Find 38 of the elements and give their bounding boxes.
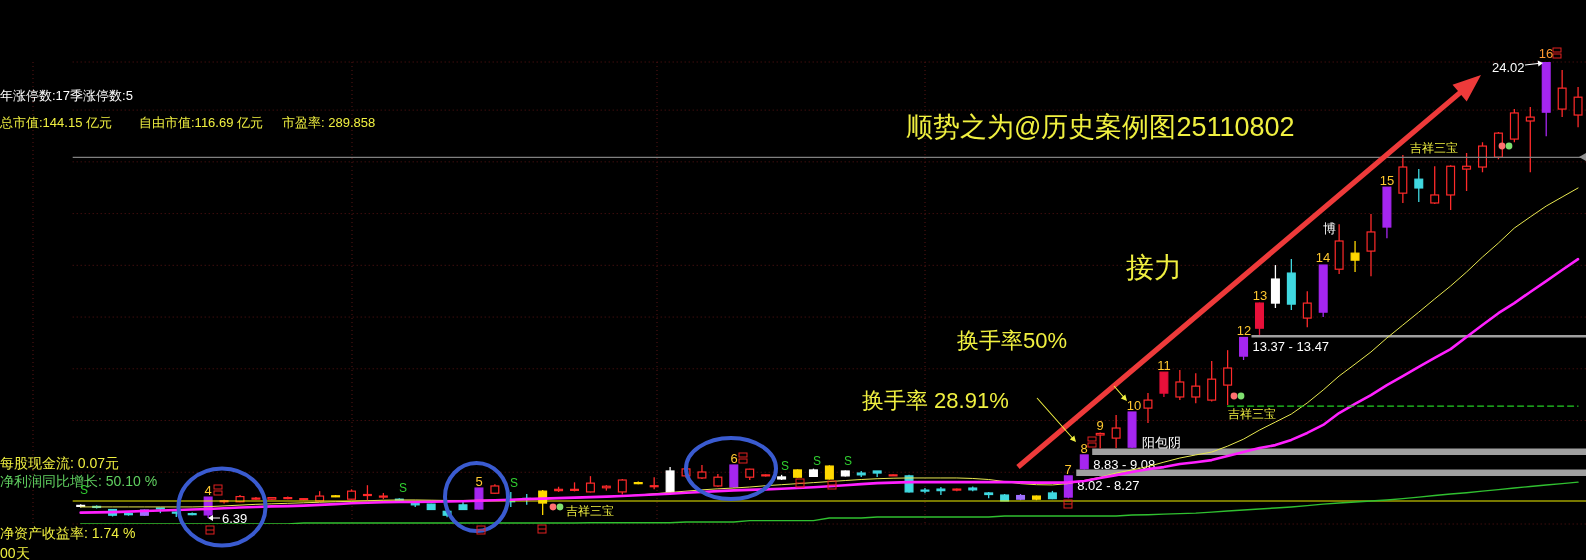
- text: 16: [1538, 45, 1554, 61]
- annotation: 吉祥三宝: [1410, 141, 1458, 155]
- annotation: 年涨停数:17季涨停数:5: [0, 87, 133, 103]
- annotation: 每股现金流: 0.07元: [0, 455, 120, 471]
- annotation: 自由市值:116.69 亿元: [139, 114, 264, 130]
- text: 净资产收益率: 1.74 %: [0, 525, 136, 541]
- annotation: 14: [1315, 249, 1331, 265]
- annotation: S: [812, 454, 822, 468]
- annotation: 阳包阴: [1142, 434, 1181, 450]
- annotation: 24.02: [1492, 59, 1525, 75]
- annotation: 12: [1236, 322, 1252, 338]
- annotation: 总市值:144.15 亿元: [0, 114, 112, 130]
- annotation: 4: [204, 482, 212, 498]
- annotation: 9: [1096, 417, 1104, 433]
- annotation: 7: [1064, 461, 1072, 477]
- text: 顺势之为@历史案例图25110802: [906, 111, 1295, 142]
- annotation: S: [509, 476, 519, 490]
- annotation: 吉祥三宝: [566, 504, 614, 518]
- annotation: 10: [1126, 397, 1142, 413]
- annotation: S: [843, 454, 853, 468]
- annotation: 8: [1080, 440, 1088, 456]
- annotation: 换手率 28.91%: [862, 388, 1009, 413]
- annotation: 15: [1379, 172, 1395, 188]
- annotation: 市盈率: 289.858: [282, 114, 376, 130]
- annotation: 博: [1323, 220, 1336, 236]
- band-label: 8.02 - 8.27: [1077, 477, 1140, 493]
- annotation: 11: [1157, 357, 1171, 373]
- annotation: 6.39: [222, 510, 248, 526]
- text: 00天: [0, 545, 30, 560]
- annotation: S: [780, 459, 790, 473]
- annotation: 5: [475, 473, 483, 489]
- annotation: 换手率50%: [957, 328, 1068, 353]
- annotation: 接力: [1126, 252, 1182, 283]
- annotation: 吉祥三宝: [1228, 407, 1276, 421]
- annotation: 13: [1252, 287, 1268, 303]
- band-label: 13.37 - 13.47: [1252, 339, 1330, 355]
- annotation: S: [398, 481, 408, 495]
- annotation: 6: [730, 450, 738, 466]
